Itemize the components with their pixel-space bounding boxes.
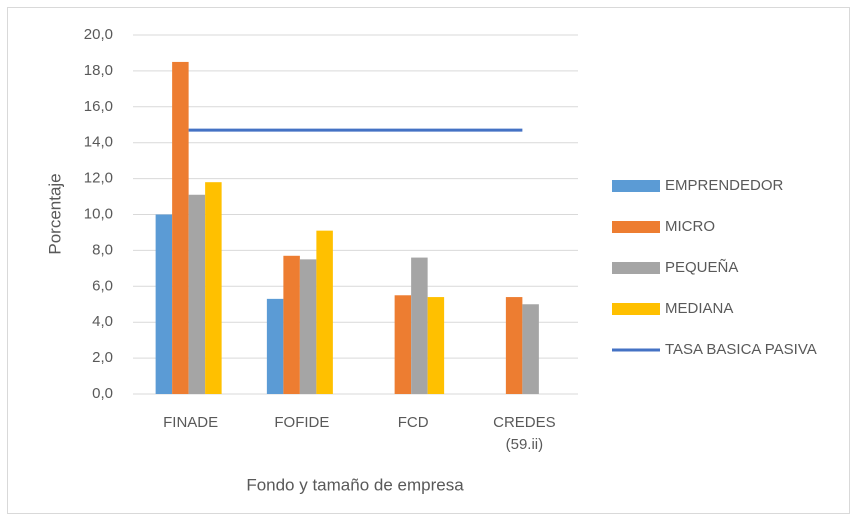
bar bbox=[188, 194, 206, 394]
y-axis-title: Porcentaje bbox=[45, 173, 64, 254]
bar bbox=[411, 257, 428, 394]
bar bbox=[299, 259, 317, 394]
bar bbox=[522, 304, 539, 394]
bar bbox=[205, 182, 222, 394]
y-tick-label: 4,0 bbox=[92, 313, 113, 330]
x-tick-label: FOFIDE bbox=[274, 414, 329, 431]
bar bbox=[505, 297, 523, 394]
bar bbox=[155, 214, 173, 394]
legend-label: PEQUEÑA bbox=[665, 259, 738, 276]
legend-swatch bbox=[612, 303, 660, 315]
bar bbox=[316, 230, 333, 394]
y-tick-label: 8,0 bbox=[92, 241, 113, 258]
x-tick-label: FCD bbox=[398, 414, 429, 431]
bar bbox=[283, 255, 300, 394]
legend-label: MEDIANA bbox=[665, 300, 733, 317]
y-tick-label: 10,0 bbox=[84, 205, 113, 222]
legend-label: TASA BASICA PASIVA bbox=[665, 341, 817, 358]
y-tick-label: 2,0 bbox=[92, 349, 113, 366]
y-tick-label: 6,0 bbox=[92, 277, 113, 294]
legend-label: MICRO bbox=[665, 218, 715, 235]
x-axis-title: Fondo y tamaño de empresa bbox=[246, 475, 464, 494]
y-tick-label: 12,0 bbox=[84, 170, 113, 187]
x-tick-label: FINADE bbox=[163, 414, 218, 431]
bar bbox=[266, 298, 284, 394]
legend-swatch bbox=[612, 262, 660, 274]
chart-frame bbox=[7, 7, 850, 514]
legend-label: EMPRENDEDOR bbox=[665, 177, 784, 194]
y-tick-label: 0,0 bbox=[92, 385, 113, 402]
y-tick-label: 16,0 bbox=[84, 98, 113, 115]
legend-swatch bbox=[612, 221, 660, 233]
y-tick-label: 14,0 bbox=[84, 134, 113, 151]
y-tick-label: 18,0 bbox=[84, 62, 113, 79]
bar bbox=[172, 61, 189, 395]
y-tick-label: 20,0 bbox=[84, 26, 113, 43]
bar bbox=[427, 297, 445, 394]
bar bbox=[394, 295, 412, 394]
legend-swatch bbox=[612, 180, 660, 192]
x-tick-label: CREDES (59.ii) bbox=[493, 414, 556, 453]
